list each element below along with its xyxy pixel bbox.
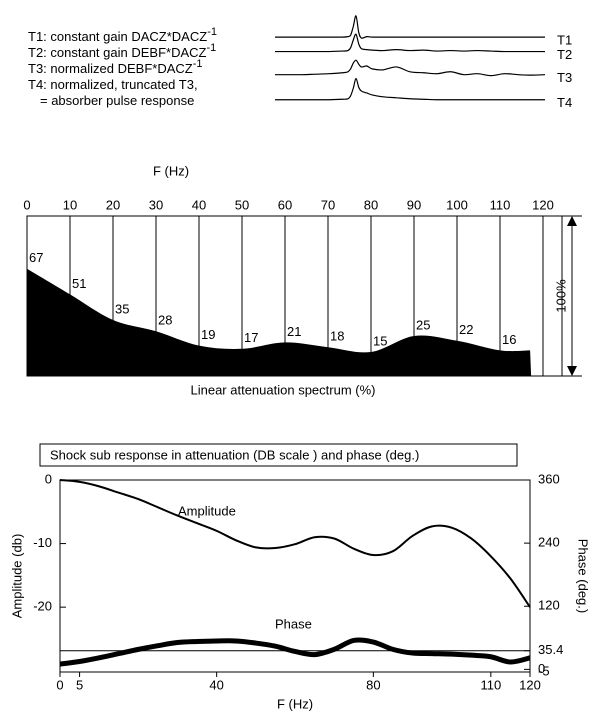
series-line bbox=[275, 15, 546, 39]
scale-label: 100% bbox=[553, 279, 568, 313]
spectrum-xlabel: Linear attenuation spectrum (%) bbox=[191, 382, 376, 397]
data-label: 16 bbox=[502, 332, 516, 347]
y2-tick-label: 240 bbox=[538, 535, 560, 550]
series-label: T3 bbox=[557, 70, 572, 85]
x-tick-label: 40 bbox=[192, 197, 206, 212]
note-text: T1: constant gain DACZ*DACZ bbox=[28, 29, 207, 44]
note-superscript: -1 bbox=[206, 42, 216, 54]
series-line bbox=[59, 637, 531, 667]
title-box bbox=[39, 443, 518, 467]
data-label: 21 bbox=[287, 324, 301, 339]
data-label: 19 bbox=[201, 327, 215, 342]
x-tick-label: 90 bbox=[407, 197, 421, 212]
chart-title: Shock sub response in attenuation (DB sc… bbox=[50, 447, 419, 462]
data-label: 28 bbox=[158, 313, 172, 328]
data-label: 67 bbox=[29, 250, 43, 265]
y2-axis-label: Phase (deg.) bbox=[576, 539, 591, 613]
x-tick-label: 70 bbox=[321, 197, 335, 212]
y2-tick-label: 360 bbox=[538, 471, 560, 486]
plot-frame bbox=[59, 479, 531, 673]
note-text: = absorber pulse response bbox=[40, 93, 194, 108]
x-tick-label: 50 bbox=[235, 197, 249, 212]
data-label: 22 bbox=[459, 322, 473, 337]
x-tick-label: 110 bbox=[480, 677, 501, 692]
x-tick-label: 0 bbox=[23, 197, 30, 212]
x-tick-label: 5 bbox=[76, 677, 83, 692]
spectrum-title: F (Hz) bbox=[153, 163, 189, 178]
x-tick-label: 10 bbox=[63, 197, 77, 212]
x-tick-label: 100 bbox=[446, 197, 468, 212]
note-text: T4: normalized, truncated T3, bbox=[28, 77, 198, 92]
x-tick-label: 60 bbox=[278, 197, 292, 212]
y-tick-label: -20 bbox=[33, 599, 52, 614]
note-superscript: -1 bbox=[193, 58, 203, 70]
x-tick-label: 30 bbox=[149, 197, 163, 212]
legend-note: T2: constant gain DEBF*DACZ-1 bbox=[28, 42, 216, 61]
series-line bbox=[274, 59, 546, 77]
series-label: T2 bbox=[557, 47, 572, 62]
y2-tick-label: -5 bbox=[538, 663, 550, 678]
x-tick-label: 80 bbox=[364, 197, 378, 212]
series-line bbox=[275, 77, 545, 101]
x-tick-label: 120 bbox=[532, 197, 554, 212]
series-label: T1 bbox=[557, 33, 572, 48]
y-axis-label: Amplitude (db) bbox=[9, 534, 24, 619]
x-tick-label: 80 bbox=[366, 677, 380, 692]
data-label: 35 bbox=[115, 301, 129, 316]
series-line bbox=[59, 479, 531, 608]
x-axis-label: F (Hz) bbox=[277, 696, 313, 711]
x-tick-label: 110 bbox=[490, 197, 511, 212]
legend-note: = absorber pulse response bbox=[40, 93, 194, 108]
series-line bbox=[274, 33, 545, 53]
y2-tick-label: 35.4 bbox=[538, 642, 563, 657]
legend-note: T1: constant gain DACZ*DACZ-1 bbox=[28, 26, 217, 45]
series-label: Phase bbox=[275, 616, 312, 631]
y2-tick-label: 120 bbox=[538, 598, 560, 613]
y2-tick-label: 0 bbox=[538, 661, 545, 676]
x-tick-label: 0 bbox=[56, 677, 63, 692]
data-label: 17 bbox=[244, 330, 258, 345]
y-tick-label: -10 bbox=[33, 535, 52, 550]
note-text: T3: normalized DEBF*DACZ bbox=[28, 61, 193, 76]
series-label: T4 bbox=[557, 95, 572, 110]
data-label: 18 bbox=[330, 329, 344, 344]
data-label: 51 bbox=[72, 276, 86, 291]
x-tick-label: 20 bbox=[106, 197, 120, 212]
data-label: 15 bbox=[373, 333, 387, 348]
attenuation-area bbox=[27, 268, 532, 376]
legend-note: T3: normalized DEBF*DACZ-1 bbox=[28, 58, 203, 77]
legend-note: T4: normalized, truncated T3, bbox=[28, 77, 198, 92]
series-label: Amplitude bbox=[178, 503, 236, 518]
note-superscript: -1 bbox=[207, 26, 217, 38]
note-text: T2: constant gain DEBF*DACZ bbox=[28, 45, 207, 60]
x-tick-label: 120 bbox=[519, 677, 541, 692]
y-tick-label: 0 bbox=[45, 471, 52, 486]
data-label: 25 bbox=[416, 317, 430, 332]
x-tick-label: 40 bbox=[209, 677, 223, 692]
